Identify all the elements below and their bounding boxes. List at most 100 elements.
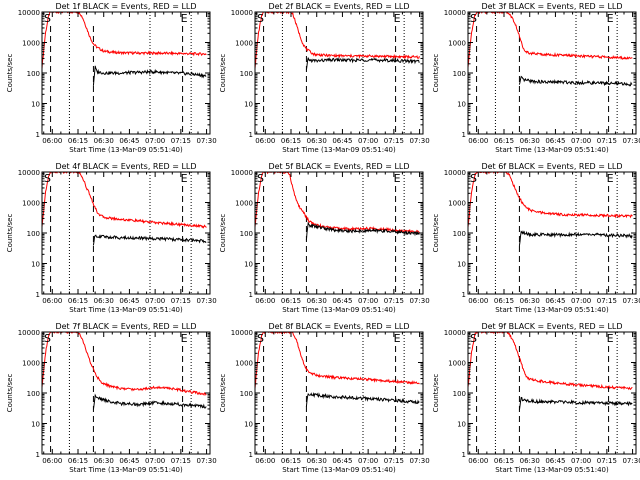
- chart-panel-1: Det 1f BLACK = Events, RED = LLD S E 1 10 100…: [6, 2, 217, 154]
- x-tick-label: 06:45: [332, 137, 352, 145]
- x-axis-label: Start Time (13-Mar-09 05:51:40): [69, 306, 183, 314]
- y-axis-label: Counts/sec: [6, 54, 14, 93]
- series-events: [518, 230, 633, 246]
- x-tick-label: 06:45: [545, 457, 565, 465]
- x-tick-label: 06:45: [119, 297, 139, 305]
- chart-title: Det 2f BLACK = Events, RED = LLD: [268, 2, 409, 11]
- y-tick-label: 100: [240, 390, 253, 398]
- plot-frame: [254, 331, 424, 455]
- plot-frame: [254, 11, 424, 135]
- y-tick-label: 1000: [448, 200, 466, 208]
- x-axis-label: Start Time (13-Mar-09 05:51:40): [495, 466, 609, 474]
- series-events: [305, 392, 420, 407]
- segment-start-mark: S: [257, 172, 264, 185]
- x-tick-label: 06:15: [494, 137, 514, 145]
- segment-end-mark: E: [607, 332, 614, 345]
- x-axis-label: Start Time (13-Mar-09 05:51:40): [282, 146, 396, 154]
- x-tick-label: 07:00: [358, 457, 378, 465]
- x-tick-label: 07:30: [196, 297, 216, 305]
- x-axis-label: Start Time (13-Mar-09 05:51:40): [282, 306, 396, 314]
- plot-frame: [41, 331, 211, 455]
- y-tick-label: 1000: [22, 360, 40, 368]
- y-tick-label: 100: [240, 70, 253, 78]
- x-tick-label: 07:00: [358, 137, 378, 145]
- y-axis-label: Counts/sec: [6, 374, 14, 413]
- x-tick-label: 07:00: [145, 297, 165, 305]
- y-tick-label: 1: [249, 131, 253, 139]
- x-tick-label: 06:45: [119, 137, 139, 145]
- x-tick-label: 06:00: [42, 297, 62, 305]
- x-tick-label: 06:30: [307, 137, 327, 145]
- segment-end-mark: E: [607, 12, 614, 25]
- y-tick-label: 1: [462, 291, 466, 299]
- y-tick-label: 1000: [22, 200, 40, 208]
- x-tick-label: 06:45: [332, 297, 352, 305]
- segment-end-mark: E: [181, 332, 188, 345]
- x-tick-label: 06:00: [468, 457, 488, 465]
- x-axis-label: Start Time (13-Mar-09 05:51:40): [495, 146, 609, 154]
- plot-frame: [41, 171, 211, 295]
- chart-panel-3: Det 3f BLACK = Events, RED = LLD S E 1 10 100…: [432, 2, 640, 154]
- chart-title: Det 9f BLACK = Events, RED = LLD: [481, 322, 622, 331]
- plot-frame: [467, 331, 637, 455]
- y-tick-label: 100: [27, 70, 40, 78]
- y-tick-label: 10: [31, 101, 40, 109]
- y-tick-label: 1: [36, 291, 40, 299]
- x-tick-label: 07:00: [571, 297, 591, 305]
- chart-panel-9: Det 9f BLACK = Events, RED = LLD S E 1 10 100…: [432, 322, 640, 474]
- chart-title: Det 3f BLACK = Events, RED = LLD: [481, 2, 622, 11]
- x-tick-label: 06:15: [281, 137, 301, 145]
- x-axis-label: Start Time (13-Mar-09 05:51:40): [69, 466, 183, 474]
- x-tick-label: 06:45: [119, 457, 139, 465]
- x-axis-label: Start Time (13-Mar-09 05:51:40): [495, 306, 609, 314]
- y-tick-label: 10: [457, 101, 466, 109]
- segment-start-mark: S: [44, 332, 51, 345]
- segment-end-mark: E: [394, 332, 401, 345]
- x-tick-label: 07:00: [571, 457, 591, 465]
- x-tick-label: 06:00: [42, 457, 62, 465]
- segment-start-mark: S: [44, 12, 51, 25]
- chart-panel-7: Det 7f BLACK = Events, RED = LLD S E 1 10 100…: [6, 322, 217, 474]
- y-tick-label: 1: [249, 451, 253, 459]
- x-tick-label: 07:30: [622, 137, 640, 145]
- chart-title: Det 7f BLACK = Events, RED = LLD: [55, 322, 196, 331]
- plot-frame: [41, 11, 211, 135]
- x-tick-label: 07:30: [196, 457, 216, 465]
- y-axis-label: Counts/sec: [432, 374, 440, 413]
- y-tick-label: 10000: [444, 329, 466, 337]
- y-tick-label: 100: [453, 230, 466, 238]
- x-tick-label: 07:15: [384, 137, 404, 145]
- y-tick-label: 100: [240, 230, 253, 238]
- y-tick-label: 10000: [444, 9, 466, 17]
- x-tick-label: 07:30: [196, 137, 216, 145]
- x-tick-label: 06:00: [468, 137, 488, 145]
- x-tick-label: 07:30: [409, 297, 429, 305]
- y-axis-label: Counts/sec: [219, 54, 227, 93]
- x-tick-label: 07:15: [384, 297, 404, 305]
- y-tick-label: 100: [27, 230, 40, 238]
- x-tick-label: 07:15: [171, 137, 191, 145]
- x-tick-label: 06:30: [520, 137, 540, 145]
- x-tick-label: 06:30: [94, 457, 114, 465]
- series-events: [92, 393, 207, 410]
- segment-start-mark: S: [44, 172, 51, 185]
- x-tick-label: 07:00: [145, 137, 165, 145]
- y-tick-label: 10000: [444, 169, 466, 177]
- y-tick-label: 10: [31, 421, 40, 429]
- x-tick-label: 06:00: [468, 297, 488, 305]
- chart-panel-8: Det 8f BLACK = Events, RED = LLD S E 1 10 100…: [219, 322, 430, 474]
- y-tick-label: 10000: [231, 9, 253, 17]
- y-tick-label: 1000: [448, 360, 466, 368]
- x-tick-label: 06:00: [255, 297, 275, 305]
- x-tick-label: 06:15: [494, 457, 514, 465]
- y-tick-label: 100: [27, 390, 40, 398]
- segment-start-mark: S: [470, 172, 477, 185]
- x-tick-label: 07:00: [571, 137, 591, 145]
- y-tick-label: 10: [244, 261, 253, 269]
- series-events: [92, 234, 207, 246]
- y-tick-label: 100: [453, 390, 466, 398]
- y-tick-label: 1: [462, 131, 466, 139]
- y-tick-label: 1: [36, 451, 40, 459]
- chart-title: Det 5f BLACK = Events, RED = LLD: [268, 162, 409, 171]
- segment-start-mark: S: [257, 332, 264, 345]
